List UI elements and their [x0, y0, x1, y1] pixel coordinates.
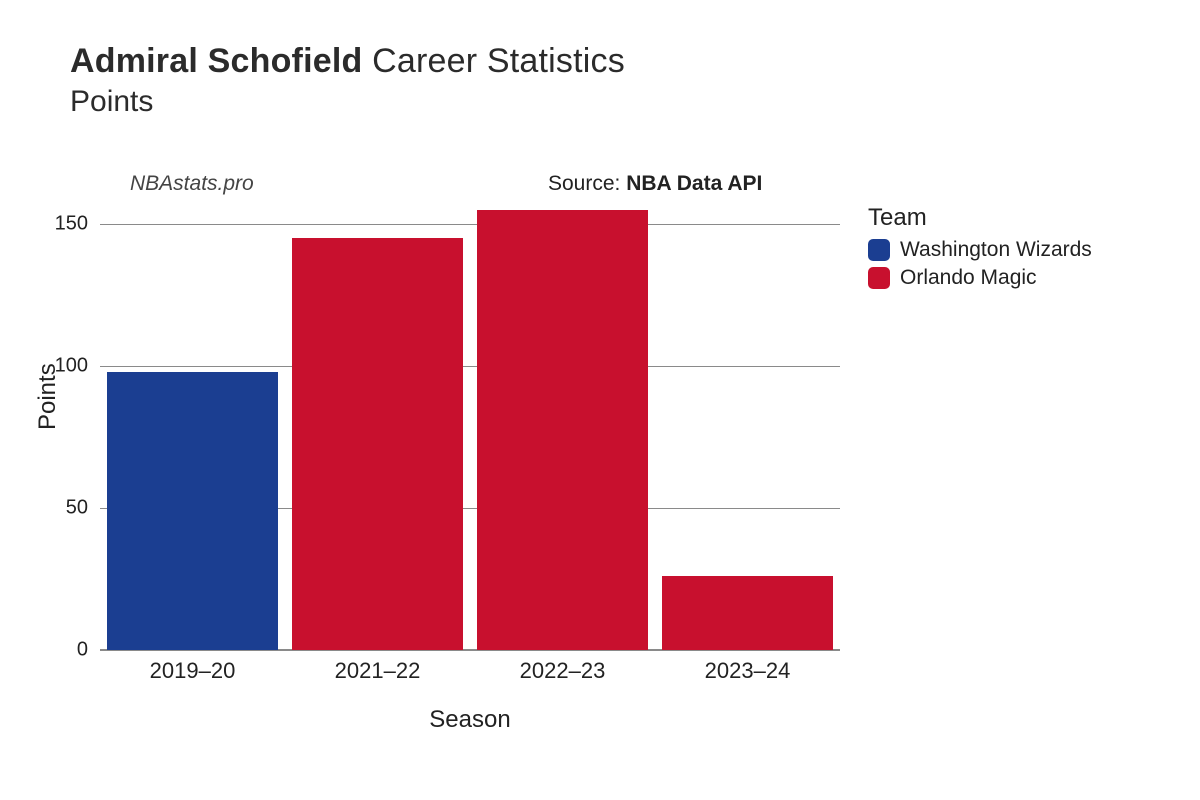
source-prefix: Source: [548, 172, 626, 195]
legend: Team Washington Wizards Orlando Magic [868, 204, 1092, 290]
legend-item: Washington Wizards [868, 238, 1092, 262]
y-tick-label: 0 [28, 639, 88, 662]
player-name: Admiral Schofield [70, 42, 362, 80]
bar [292, 238, 462, 650]
title-subtitle: Points [70, 85, 625, 119]
legend-item: Orlando Magic [868, 266, 1092, 290]
x-tick-label: 2019–20 [150, 658, 236, 684]
gridline [100, 224, 840, 225]
legend-label: Washington Wizards [900, 238, 1092, 262]
x-tick-label: 2023–24 [705, 658, 791, 684]
bar [662, 576, 832, 650]
bar [477, 210, 647, 650]
plot-area: 0501001502019–202021–222022–232023–24 [100, 210, 840, 650]
legend-label: Orlando Magic [900, 266, 1037, 290]
gridline [100, 366, 840, 367]
source-label: Source: NBA Data API [548, 172, 762, 196]
chart-title: Admiral Schofield Career Statistics Poin… [70, 42, 625, 119]
title-line-1: Admiral Schofield Career Statistics [70, 42, 625, 81]
source-name: NBA Data API [626, 172, 762, 195]
bar [107, 372, 277, 650]
x-axis-title: Season [100, 706, 840, 734]
title-suffix: Career Statistics [362, 42, 624, 80]
gridline [100, 650, 840, 651]
y-axis-title: Points [34, 363, 62, 430]
x-tick-label: 2021–22 [335, 658, 421, 684]
legend-title: Team [868, 204, 1092, 232]
y-tick-label: 150 [28, 213, 88, 236]
legend-swatch [868, 239, 890, 261]
legend-swatch [868, 267, 890, 289]
x-tick-label: 2022–23 [520, 658, 606, 684]
y-tick-label: 50 [28, 497, 88, 520]
watermark-text: NBAstats.pro [130, 172, 254, 196]
